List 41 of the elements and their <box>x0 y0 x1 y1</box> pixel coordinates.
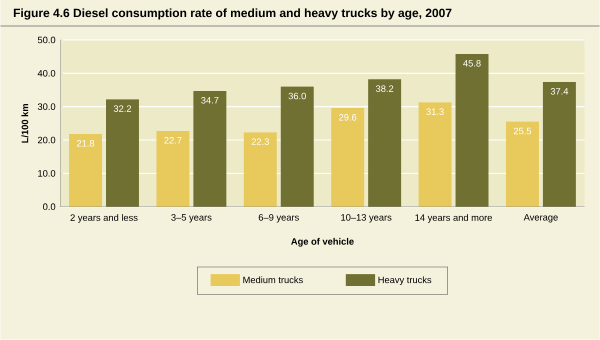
bar <box>418 102 452 207</box>
data-label: 25.5 <box>514 128 532 135</box>
y-tick-label: 20.0 <box>38 136 56 144</box>
bar <box>331 108 364 207</box>
y-tick-label: 40.0 <box>38 70 56 77</box>
data-label: 45.8 <box>463 60 481 67</box>
chart-title: Figure 4.6 Diesel consumption rate of medium and heavy trucks by age, 2007 <box>14 8 452 20</box>
data-label: 21.8 <box>76 140 94 147</box>
y-tick-label: 0.0 <box>43 204 56 210</box>
bar <box>193 91 226 207</box>
bar <box>506 122 539 207</box>
x-tick-label: Average <box>524 214 558 223</box>
x-tick-label: 3–5 years <box>171 214 212 223</box>
data-label: 31.3 <box>426 108 444 116</box>
x-tick-label: 10–13 years <box>341 214 392 223</box>
data-label: 32.2 <box>114 106 132 112</box>
data-label: 22.7 <box>164 137 182 144</box>
x-tick-label: 14 years and more <box>415 214 492 224</box>
y-axis-title: L/100 km <box>21 104 28 143</box>
bar <box>106 100 139 207</box>
data-label: 38.2 <box>376 86 394 92</box>
bar <box>368 80 402 207</box>
y-tick-label: 30.0 <box>38 104 56 110</box>
y-tick-label: 50.0 <box>38 36 56 44</box>
legend-label: Heavy trucks <box>378 276 432 286</box>
bar <box>280 86 314 207</box>
legend-label: Medium trucks <box>243 276 303 284</box>
bar <box>69 134 102 207</box>
y-tick-label: 10.0 <box>38 170 56 177</box>
x-axis-title: Age of vehicle <box>291 238 354 247</box>
x-tick-label: 2 years and less <box>70 214 138 224</box>
bar <box>456 54 488 207</box>
bar <box>542 82 576 207</box>
data-label: 29.6 <box>339 114 356 121</box>
bar <box>244 132 277 207</box>
data-label: 34.7 <box>201 97 218 104</box>
data-label: 22.3 <box>252 138 269 146</box>
data-label: 36.0 <box>288 92 306 100</box>
data-label: 37.4 <box>550 88 568 95</box>
x-tick-label: 6–9 years <box>258 214 299 223</box>
bar <box>156 131 190 207</box>
